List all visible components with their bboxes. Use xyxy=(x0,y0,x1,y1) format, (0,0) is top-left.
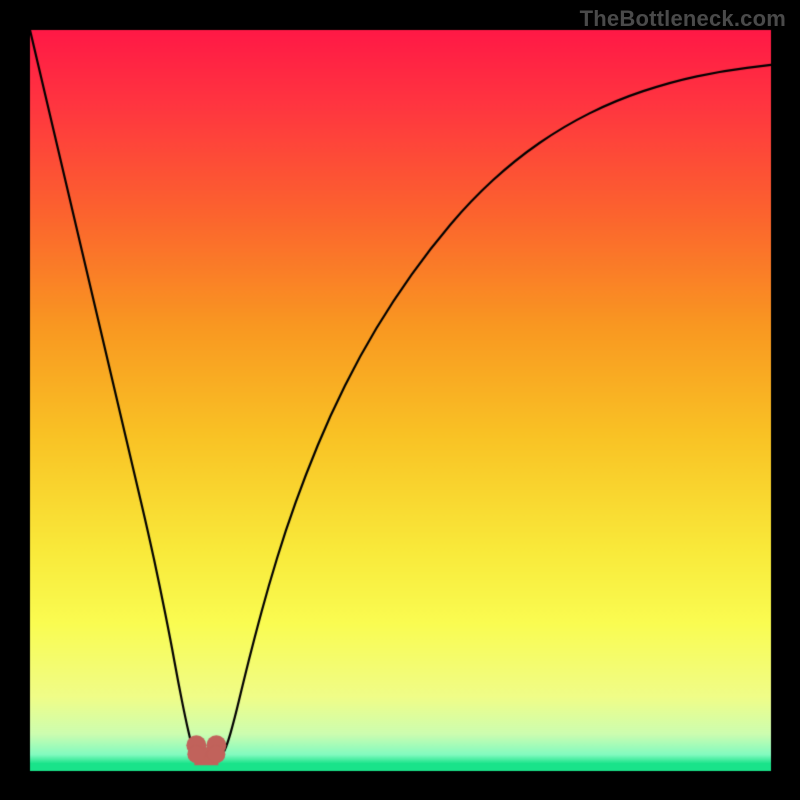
bottleneck-curve-chart xyxy=(0,0,800,800)
watermark-text: TheBottleneck.com xyxy=(580,6,786,32)
chart-container: { "watermark": { "text": "TheBottleneck.… xyxy=(0,0,800,800)
